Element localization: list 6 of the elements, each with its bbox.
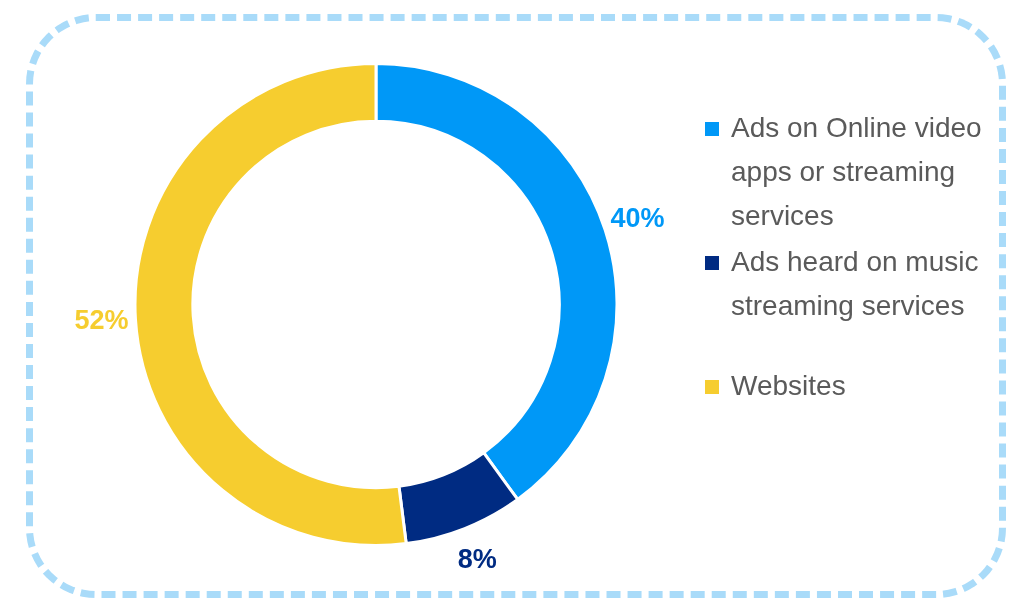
data-label: 40% xyxy=(610,202,665,233)
legend-label: Websites xyxy=(731,369,846,403)
data-label: 52% xyxy=(74,305,129,336)
data-label: 8% xyxy=(457,543,497,574)
legend-label: Ads heard on music streaming services xyxy=(731,245,980,323)
legend-label: Ads on Online video apps or streaming services xyxy=(731,111,983,233)
